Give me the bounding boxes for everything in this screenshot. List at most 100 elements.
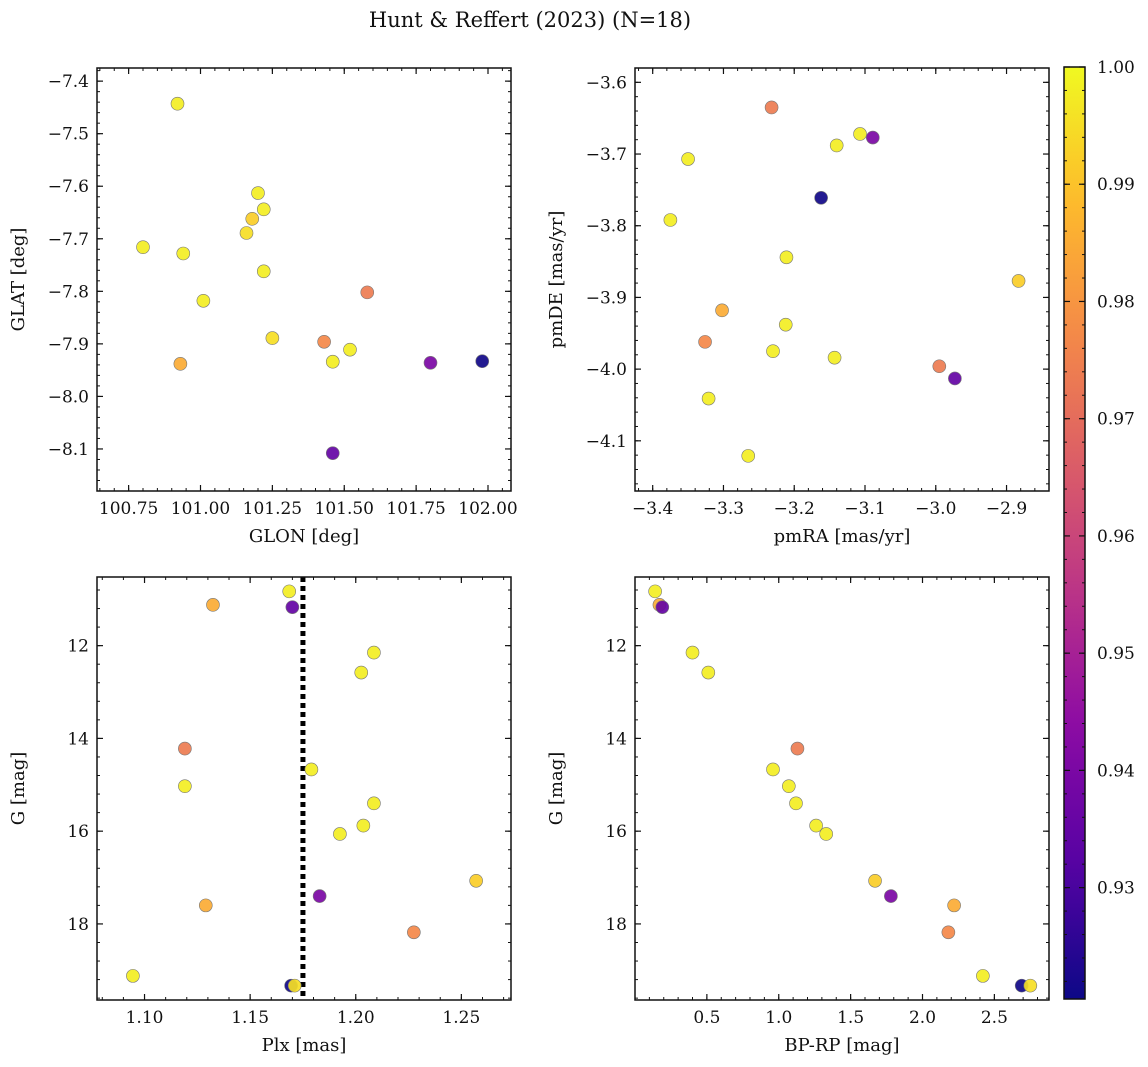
- y-tick-label: 12: [605, 637, 627, 657]
- y-tick-label: 16: [605, 822, 627, 842]
- data-point: [170, 96, 185, 111]
- data-point: [764, 100, 779, 115]
- data-point: [245, 212, 260, 226]
- y-tick-label: −7.8: [48, 282, 89, 302]
- data-point: [256, 202, 271, 217]
- x-axis-label: Plx [mas]: [262, 1035, 347, 1056]
- colorbar-tick-label: 0.99: [1097, 175, 1135, 195]
- y-tick-label: 14: [67, 729, 89, 749]
- data-point: [317, 334, 331, 349]
- data-point: [367, 645, 381, 660]
- x-tick-label: −3.4: [632, 499, 673, 519]
- x-tick-label: 0.5: [693, 1008, 720, 1028]
- data-point: [827, 350, 842, 365]
- colorbar-tick-label: 0.98: [1097, 292, 1135, 312]
- y-tick-label: −8.1: [48, 440, 89, 460]
- data-point: [239, 226, 254, 240]
- x-tick-label: 1.10: [126, 1008, 164, 1028]
- x-tick-label: 1.15: [231, 1008, 269, 1028]
- data-point: [685, 645, 700, 660]
- colorbar-tick-label: 0.97: [1097, 410, 1135, 430]
- data-point: [789, 796, 803, 811]
- data-point: [655, 600, 670, 614]
- y-tick-label: −7.4: [48, 72, 89, 92]
- scatter-panel-3: 1.10 1.15 1.20 1.25 12 14 16 18 Plx [mas] G [mag]: [8, 576, 512, 1056]
- data-point: [941, 925, 956, 940]
- y-tick-label: −3.8: [586, 217, 627, 237]
- colorbar-tick-label: 0.96: [1097, 527, 1135, 547]
- colorbar-tick-label: 0.93: [1097, 879, 1135, 899]
- colorbar-tick-label: 0.95: [1097, 644, 1135, 664]
- y-axis-label: GLAT [deg]: [8, 228, 29, 332]
- colorbar-tick-label: 0.94: [1097, 761, 1135, 781]
- panel-frame: [96, 576, 512, 1001]
- x-axis-label: GLON [deg]: [249, 526, 359, 547]
- y-axis-label: G [mag]: [8, 752, 29, 825]
- data-point: [829, 138, 844, 153]
- x-tick-label: 102.00: [458, 499, 517, 519]
- data-point: [178, 741, 192, 756]
- data-point: [265, 331, 280, 345]
- y-tick-label: −7.9: [48, 335, 89, 355]
- data-point: [948, 371, 962, 386]
- x-tick-label: 1.5: [837, 1008, 864, 1028]
- data-point: [648, 584, 662, 599]
- x-tick-label: −2.9: [986, 499, 1027, 519]
- x-tick-label: 2.5: [981, 1008, 1008, 1028]
- x-tick-label: 101.00: [171, 499, 230, 519]
- colorbar-tick-label: 1.00: [1097, 58, 1135, 78]
- x-tick-label: 1.20: [337, 1008, 375, 1028]
- data-point: [779, 250, 794, 265]
- x-tick-label: 100.75: [99, 499, 158, 519]
- data-point: [766, 762, 780, 777]
- y-tick-label: 14: [605, 729, 627, 749]
- data-point: [126, 969, 140, 983]
- x-tick-label: −3.1: [844, 499, 885, 519]
- y-tick-label: −7.6: [48, 177, 89, 197]
- panel-frame: [634, 576, 1050, 1001]
- data-point: [947, 898, 961, 913]
- y-axis-label: pmDE [mas/yr]: [546, 211, 567, 349]
- data-point: [282, 584, 297, 599]
- y-tick-label: 18: [605, 915, 627, 935]
- x-tick-label: −3.3: [703, 499, 744, 519]
- x-axis-label: BP-RP [mag]: [784, 1035, 899, 1056]
- x-tick-label: −3.0: [915, 499, 956, 519]
- x-tick-label: 101.75: [386, 499, 445, 519]
- data-point: [865, 130, 880, 145]
- data-point: [701, 391, 716, 406]
- data-point: [176, 246, 191, 261]
- data-point: [809, 818, 823, 833]
- x-tick-label: 1.25: [442, 1008, 480, 1028]
- data-point: [325, 446, 340, 460]
- y-tick-label: −3.6: [586, 73, 627, 93]
- data-point: [681, 152, 695, 166]
- y-tick-label: −7.5: [48, 125, 89, 145]
- data-point: [868, 873, 882, 888]
- data-point: [367, 796, 381, 811]
- data-point: [251, 186, 265, 200]
- data-point: [196, 293, 211, 308]
- data-point: [884, 889, 898, 903]
- data-point: [312, 889, 327, 903]
- data-point: [178, 779, 192, 793]
- data-point: [741, 449, 756, 463]
- data-point: [360, 285, 375, 300]
- data-point: [853, 127, 867, 141]
- data-point: [356, 818, 371, 833]
- y-tick-label: 12: [67, 637, 89, 657]
- data-point: [932, 359, 947, 374]
- x-tick-label: 101.50: [315, 499, 374, 519]
- panel-frame: [634, 67, 1050, 492]
- y-axis-label: G [mag]: [546, 752, 567, 825]
- data-point: [819, 827, 833, 841]
- colorbar: 1.00 0.99 0.98 0.97 0.96 0.95 0.94 0.93: [1063, 58, 1135, 1000]
- y-tick-label: −3.9: [586, 288, 627, 308]
- x-tick-label: −3.2: [774, 499, 815, 519]
- data-point: [698, 335, 712, 349]
- data-point: [814, 190, 828, 205]
- data-point: [790, 741, 805, 756]
- y-tick-label: −3.7: [586, 145, 627, 165]
- y-tick-label: −4.1: [586, 432, 627, 452]
- data-point: [285, 600, 300, 614]
